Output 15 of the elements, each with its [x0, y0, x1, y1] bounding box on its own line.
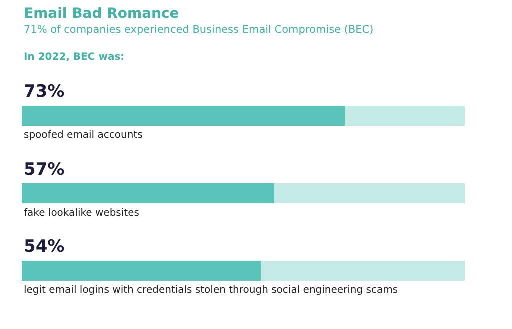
bar	[22, 183, 275, 204]
bar	[22, 260, 262, 282]
bar	[345, 106, 465, 126]
y-tick-label: legit email logins with credentials stolen through social engineering scams	[24, 285, 398, 296]
chart-subtitle: 71% of companies experienced Business Email Compromise (BEC)	[24, 24, 374, 36]
data-label: 73%	[24, 82, 65, 102]
data-label: 54%	[24, 237, 65, 257]
text: In 2022, BEC was:	[24, 52, 125, 63]
bar	[274, 183, 465, 204]
bar	[261, 260, 465, 282]
chart-title: Email Bad Romance	[24, 6, 180, 22]
y-tick-label: fake lookalike websites	[24, 208, 140, 219]
data-label: 57%	[24, 160, 65, 180]
bar	[22, 106, 346, 126]
y-tick-label: spoofed email accounts	[24, 130, 143, 141]
